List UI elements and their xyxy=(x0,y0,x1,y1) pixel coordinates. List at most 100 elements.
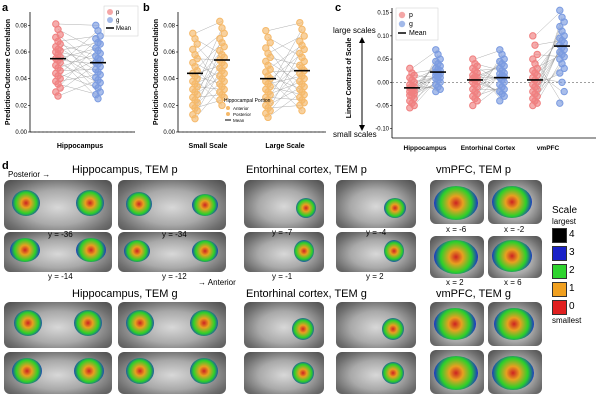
coord-vm-1: x = -6 xyxy=(446,225,467,234)
panel-b-pair-line xyxy=(267,73,303,114)
panel-b-pair-line xyxy=(267,86,303,95)
panel-c-x-label-entorhinal: Entorhinal Cortex xyxy=(461,145,516,152)
slice-hip-p-2 xyxy=(118,180,226,230)
panel-a-chart: 0.00 0.02 0.04 0.06 0.08 Hippocampus Predictio… xyxy=(5,5,139,150)
coord-ent-1: y = -7 xyxy=(272,228,293,237)
panel-b-pair-line xyxy=(267,49,303,111)
title-hippocampus-p: Hippocampus, TEM p xyxy=(72,164,178,176)
panel-c-y-label-bottom: small scales xyxy=(333,130,377,139)
panel-c-point xyxy=(531,41,539,49)
panel-a-point xyxy=(94,94,102,103)
title-vmpfc-p: vmPFC, TEM p xyxy=(436,164,511,176)
panel-b-pair-line xyxy=(267,45,303,70)
panel-c-y-label-top: large scales xyxy=(333,26,376,35)
scale-swatch-3 xyxy=(552,246,567,261)
panel-a-pair-line xyxy=(57,35,99,42)
panel-b-pair-line xyxy=(267,53,303,82)
panel-b-point xyxy=(300,32,308,40)
coord-ent-2: y = -4 xyxy=(366,228,387,237)
panel-c-legend-g-label: g xyxy=(409,21,413,28)
panel-b-point xyxy=(298,106,306,115)
panel-b-legend-posterior-label: Posterior xyxy=(233,112,252,117)
slice-hip-g-4 xyxy=(118,352,226,394)
panel-a-pair-line xyxy=(57,43,99,89)
slice-ent-g-1 xyxy=(244,302,324,348)
panel-c-point xyxy=(533,50,541,59)
panel-c-pair-line xyxy=(411,49,439,69)
slice-vm-p-3 xyxy=(430,236,484,278)
panel-b-pair-line xyxy=(194,42,223,71)
panel-a-pair-line xyxy=(57,43,99,57)
posterior-label: Posterior → xyxy=(8,170,51,179)
coord-vm-3: x = 2 xyxy=(446,278,464,287)
panel-a-pair-line xyxy=(57,23,99,26)
title-vmpfc-g: vmPFC, TEM g xyxy=(436,288,511,300)
panel-b-legend-anterior-marker xyxy=(226,106,230,110)
coord-hip-4: y = -12 xyxy=(162,272,187,281)
scale-legend-title: Scale xyxy=(552,205,578,216)
panel-a-y-tick-label: 0.02 xyxy=(15,103,27,109)
panel-a-pair-line xyxy=(57,30,99,66)
panel-c-scale-arrow-up xyxy=(359,37,365,43)
title-entorhinal-p: Entorhinal cortex, TEM p xyxy=(246,164,367,176)
panel-b-legend-title: Hippocampal Portion xyxy=(224,98,271,104)
panel-b-x-label-large: Large Scale xyxy=(265,143,304,150)
panel-c-point xyxy=(560,18,568,26)
panel-c-point xyxy=(556,99,564,107)
scale-legend-top: largest xyxy=(552,217,577,226)
panel-a-pair-line xyxy=(57,62,99,83)
slice-ent-g-2 xyxy=(336,302,416,348)
panel-a-legend-p-label: p xyxy=(116,10,120,16)
panel-b-pair-line xyxy=(267,81,303,95)
panel-a-point xyxy=(54,92,62,100)
panel-b-y-label: Prediction-Outcome Correlation xyxy=(153,19,160,125)
panel-a-pair-line xyxy=(57,69,99,71)
panel-b-label: b xyxy=(143,2,150,14)
panel-b-y-tick-label: 0.08 xyxy=(163,23,175,29)
panel-a-pair-line xyxy=(57,74,99,82)
panel-c-point xyxy=(560,87,568,96)
panel-c-point xyxy=(529,32,537,40)
panel-a-pair-line xyxy=(57,38,99,77)
panel-a-legend-p-marker xyxy=(107,9,113,15)
panel-a-pair-line xyxy=(57,62,99,93)
panel-b-point xyxy=(191,114,199,123)
scale-swatch-0 xyxy=(552,300,567,315)
slice-vm-g-3 xyxy=(430,350,484,394)
slice-vm-p-4 xyxy=(488,236,542,278)
panel-c-scale-arrow-down xyxy=(359,125,365,131)
panel-b-point xyxy=(262,26,270,35)
panel-c-point xyxy=(469,101,477,110)
panel-b-legend-posterior-marker xyxy=(226,112,230,116)
panel-a-legend-g-marker xyxy=(107,17,113,23)
panel-c-chart: -0.10 -0.05 0.00 0.05 0.10 0.15 Hippocampus Ent… xyxy=(333,6,596,152)
scale-swatch-label-1: 1 xyxy=(569,283,575,294)
slice-hip-g-3 xyxy=(4,352,112,394)
panel-c-point xyxy=(496,97,504,105)
panel-b-point xyxy=(296,18,304,27)
panel-b-legend-anterior-label: Anterior xyxy=(233,106,249,111)
panel-b-pair-line xyxy=(267,41,303,101)
panel-b-y-tick-label: 0.00 xyxy=(163,130,175,136)
coord-hip-3: y = -14 xyxy=(48,272,73,281)
panel-c-y-tick-label: 0.15 xyxy=(377,11,389,17)
panel-a-pair-line xyxy=(57,83,99,95)
slice-vm-g-1 xyxy=(430,302,484,346)
panel-a-pair-line xyxy=(57,53,99,69)
panel-a-pair-line xyxy=(57,47,99,59)
coord-hip-2: y = -34 xyxy=(162,230,187,239)
panel-c-y-tick-label: 0.05 xyxy=(377,57,389,63)
panel-c-point xyxy=(406,104,414,112)
panel-b-y-tick-label: 0.06 xyxy=(163,50,175,56)
panel-c-point xyxy=(556,69,564,77)
panel-b-point xyxy=(220,29,228,38)
panel-c-y-tick-label: -0.05 xyxy=(375,104,389,110)
panel-a-y-tick-label: 0.00 xyxy=(15,130,27,136)
slice-ent-p-4 xyxy=(336,232,416,272)
scale-swatch-1 xyxy=(552,282,567,297)
panel-c-x-label-hippocampus: Hippocampus xyxy=(404,145,447,152)
scale-legend-bottom: smallest xyxy=(552,316,582,325)
panel-b-point xyxy=(298,25,306,34)
panel-c-y-tick-label: 0.00 xyxy=(377,80,389,86)
panel-b-point xyxy=(266,38,274,47)
